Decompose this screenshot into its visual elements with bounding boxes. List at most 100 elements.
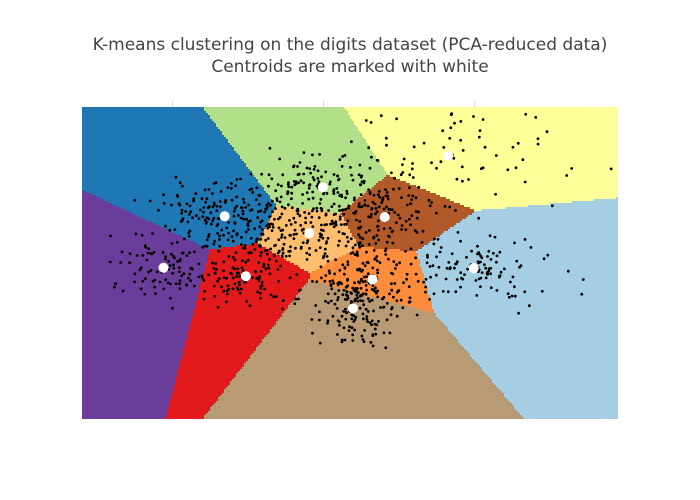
region-purple	[82, 371, 179, 374]
data-point	[428, 204, 432, 208]
data-point	[181, 217, 185, 220]
data-point	[185, 254, 189, 257]
data-point	[219, 205, 222, 209]
data-point	[521, 158, 525, 162]
region-purple	[82, 341, 187, 344]
data-point	[193, 284, 196, 288]
region-orange	[326, 263, 421, 266]
data-point	[459, 239, 462, 243]
data-point	[318, 318, 321, 322]
data-point	[438, 250, 442, 254]
data-point	[332, 202, 336, 206]
region-red	[202, 281, 309, 284]
data-point	[422, 141, 426, 145]
data-point	[249, 236, 253, 240]
region-red	[190, 327, 273, 330]
region-dark-blue	[82, 161, 245, 164]
data-point	[480, 271, 484, 274]
region-yellow	[370, 145, 618, 148]
data-point	[481, 118, 485, 121]
region-light-green	[228, 139, 367, 142]
region-light-orange	[304, 269, 317, 272]
region-light-blue	[486, 373, 618, 376]
region-light-blue	[502, 391, 618, 394]
data-point	[255, 238, 259, 241]
data-point	[361, 244, 364, 248]
data-point	[338, 158, 342, 162]
region-dark-blue	[82, 177, 257, 180]
region-yellow	[390, 175, 618, 178]
region-brown	[342, 215, 469, 218]
region-dark-blue	[82, 159, 243, 162]
region-tan	[216, 401, 511, 404]
data-point	[407, 285, 411, 288]
data-point	[296, 212, 300, 216]
data-point	[366, 320, 369, 323]
region-red	[194, 315, 283, 318]
region-orange	[320, 267, 423, 270]
data-point	[409, 223, 412, 227]
data-point	[472, 115, 475, 118]
region-orange	[332, 285, 427, 288]
centroid-marker	[219, 211, 230, 222]
region-light-blue	[594, 199, 618, 202]
data-point	[166, 281, 170, 285]
data-point	[479, 276, 483, 280]
region-tan	[228, 385, 497, 388]
data-point	[343, 154, 347, 157]
data-point	[178, 270, 181, 274]
data-point	[234, 251, 238, 255]
data-point	[325, 223, 328, 226]
region-light-orange	[280, 255, 343, 258]
data-point	[495, 289, 499, 292]
region-tan	[302, 287, 341, 290]
region-tan	[276, 323, 445, 326]
data-point	[363, 329, 366, 332]
data-point	[264, 208, 268, 211]
region-light-blue	[424, 277, 618, 280]
region-light-blue	[460, 343, 618, 346]
region-light-blue	[550, 203, 618, 206]
data-point	[345, 189, 349, 193]
data-point	[340, 282, 343, 286]
data-point	[303, 211, 306, 214]
region-red	[236, 245, 263, 248]
data-point	[187, 213, 191, 216]
data-point	[181, 184, 184, 188]
region-tan	[214, 403, 513, 406]
data-point	[360, 205, 364, 209]
region-red	[176, 379, 233, 382]
data-point	[518, 265, 521, 269]
chart-title: K-means clustering on the digits dataset…	[0, 34, 700, 78]
centroid-marker	[304, 228, 315, 239]
data-point	[342, 326, 346, 330]
region-dark-blue	[82, 141, 229, 144]
data-point	[384, 253, 388, 256]
data-point	[178, 266, 181, 269]
data-point	[233, 206, 237, 210]
region-yellow	[426, 189, 618, 192]
data-point	[390, 271, 393, 275]
data-point	[368, 229, 371, 232]
data-point	[213, 239, 217, 243]
data-point	[465, 255, 468, 259]
data-point	[364, 307, 368, 311]
region-purple	[82, 295, 199, 298]
data-point	[288, 233, 292, 237]
data-point	[360, 277, 363, 281]
region-purple	[82, 361, 181, 364]
data-point	[216, 279, 220, 283]
region-purple	[82, 365, 181, 368]
data-point	[353, 253, 357, 256]
region-light-orange	[270, 249, 353, 252]
data-point	[153, 285, 157, 289]
region-red	[180, 365, 245, 368]
region-red	[206, 269, 305, 272]
region-dark-blue	[82, 133, 223, 136]
data-point	[199, 208, 202, 212]
region-dark-blue	[82, 119, 213, 122]
data-point	[459, 271, 463, 275]
data-point	[476, 252, 479, 256]
region-dark-blue	[82, 147, 235, 150]
region-purple	[82, 301, 197, 304]
